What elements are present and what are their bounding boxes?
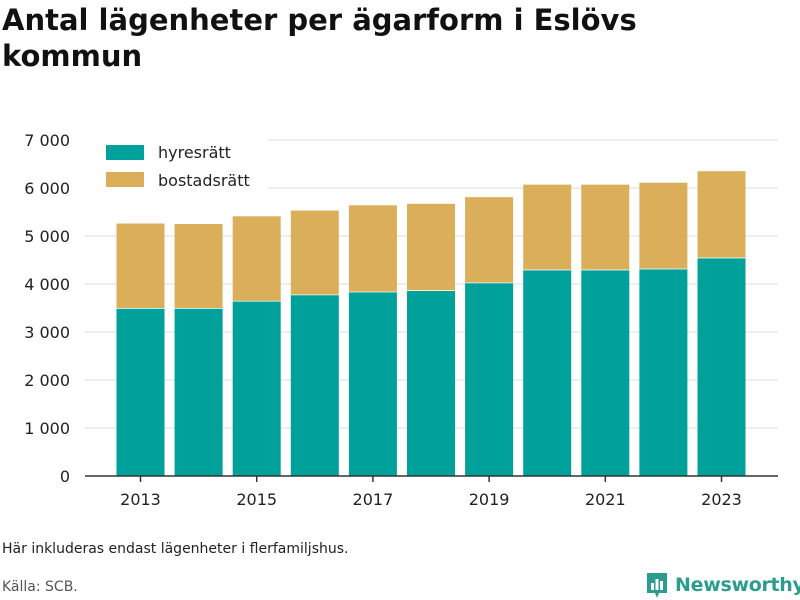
chart-title: Antal lägenheter per ägarform i Eslövs k… <box>2 3 637 73</box>
bar-hyresratt-2023 <box>697 257 746 476</box>
y-axis-ticks: 0 1 000 2 000 3 000 4 000 5 000 6 000 7 000 <box>24 131 70 486</box>
bar-hyresratt-2022 <box>639 268 688 476</box>
y-tick-label: 6 000 <box>24 179 70 198</box>
bar-bostadsratt-2019 <box>465 197 514 283</box>
x-axis: 2013 2015 2017 2019 2021 2023 <box>85 475 778 509</box>
x-tick-label: 2013 <box>120 490 161 509</box>
brand-name: Newsworthy <box>675 574 800 596</box>
bar-bostadsratt-2013 <box>116 223 165 308</box>
bar-hyresratt-2018 <box>407 290 455 476</box>
bar-hyresratt-2017 <box>348 291 397 476</box>
footnote: Här inkluderas endast lägenheter i flerf… <box>2 541 349 557</box>
y-tick-label: 2 000 <box>24 371 70 390</box>
brand-logo: Newsworthy <box>645 570 800 600</box>
x-tick-label: 2015 <box>236 490 277 509</box>
bar-bostadsratt-2020 <box>523 184 572 270</box>
source-note: Källa: SCB. <box>2 579 78 595</box>
stacked-bar-chart: 0 1 000 2 000 3 000 4 000 5 000 6 000 7 000 201… <box>24 131 778 509</box>
x-tick-label: 2017 <box>353 490 394 509</box>
y-tick-label: 3 000 <box>24 323 70 342</box>
bar-bostadsratt-2015 <box>232 216 281 301</box>
bar-hyresratt-2013 <box>116 308 165 476</box>
bar-bostadsratt-2016 <box>290 210 339 295</box>
newsworthy-logo-icon <box>647 573 667 598</box>
bar-bostadsratt-2022 <box>639 182 688 269</box>
bar-bostadsratt-2018 <box>407 203 455 291</box>
legend-label-hyresratt: hyresrätt <box>158 143 231 162</box>
y-tick-label: 0 <box>60 467 70 486</box>
bar-bostadsratt-2021 <box>581 184 630 270</box>
legend: hyresrätt bostadsrätt <box>82 132 268 198</box>
bar-bostadsratt-2017 <box>348 205 397 292</box>
x-tick-label: 2023 <box>701 490 742 509</box>
bar-hyresratt-2020 <box>523 269 572 476</box>
y-tick-label: 4 000 <box>24 275 70 294</box>
y-tick-label: 1 000 <box>24 419 70 438</box>
y-tick-label: 5 000 <box>24 227 70 246</box>
bar-bostadsratt-2023 <box>697 171 746 258</box>
x-tick-label: 2019 <box>469 490 510 509</box>
bar-bostadsratt-2014 <box>174 224 223 308</box>
bar-hyresratt-2015 <box>232 300 281 476</box>
bar-hyresratt-2016 <box>290 294 339 476</box>
y-tick-label: 7 000 <box>24 131 70 150</box>
bar-hyresratt-2019 <box>465 282 514 476</box>
bar-hyresratt-2021 <box>581 269 630 476</box>
bar-hyresratt-2014 <box>174 308 223 476</box>
bars <box>116 171 746 476</box>
legend-swatch-bostadsratt <box>106 172 144 187</box>
x-tick-label: 2021 <box>585 490 626 509</box>
legend-swatch-hyresratt <box>106 145 144 160</box>
legend-label-bostadsratt: bostadsrätt <box>158 171 250 190</box>
